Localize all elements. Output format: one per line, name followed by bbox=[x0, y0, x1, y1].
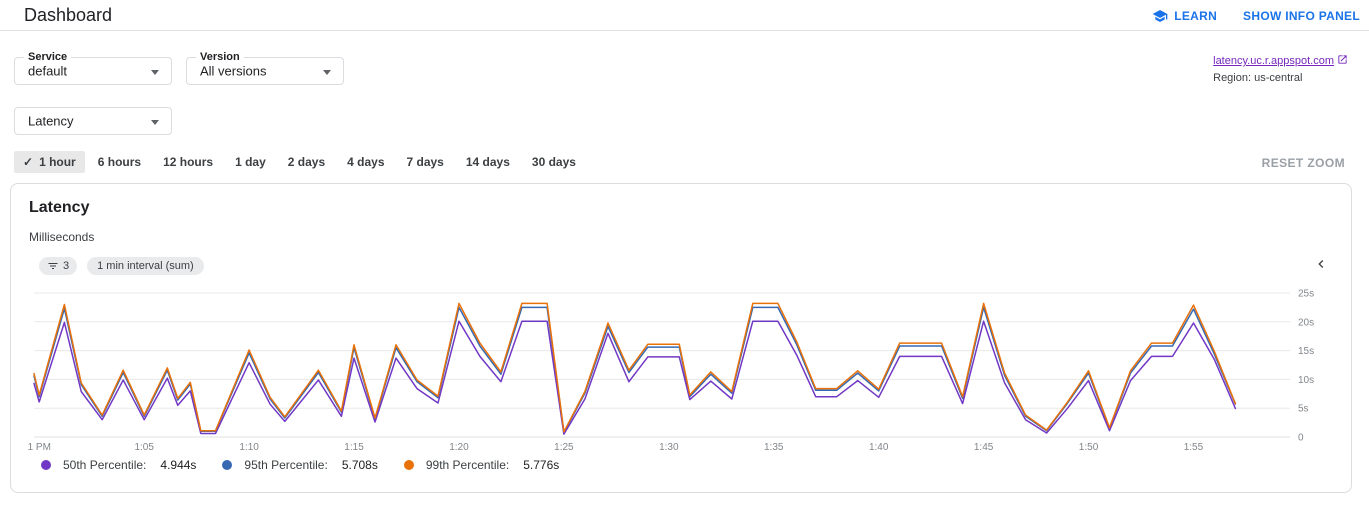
time-range-label: 7 days bbox=[406, 155, 444, 169]
series-line-95th-percentile bbox=[33, 306, 1237, 434]
legend-dot bbox=[403, 460, 414, 470]
time-range-label: 1 day bbox=[235, 155, 266, 169]
legend-item-95th-percentile[interactable]: 95th Percentile: 5.708s bbox=[222, 458, 378, 472]
x-axis-label: 1:10 bbox=[239, 442, 259, 453]
x-axis-label: 1:25 bbox=[554, 442, 574, 453]
y-axis-label: 5s bbox=[1298, 404, 1309, 415]
latency-chart-card: Latency Milliseconds 3 1 min interval (s… bbox=[10, 183, 1352, 493]
app-url-link[interactable]: latency.uc.r.appspot.com bbox=[1213, 55, 1334, 67]
y-axis-label: 20s bbox=[1298, 317, 1314, 328]
chevron-down-icon bbox=[151, 70, 159, 75]
interval-chip-label: 1 min interval (sum) bbox=[97, 260, 194, 272]
reset-zoom-button[interactable]: RESET ZOOM bbox=[1261, 156, 1345, 170]
time-range-button-6-hours[interactable]: 6 hours bbox=[89, 151, 150, 173]
legend-item-99th-percentile[interactable]: 99th Percentile: 5.776s bbox=[403, 458, 560, 472]
show-info-panel-button[interactable]: SHOW INFO PANEL bbox=[1243, 9, 1360, 23]
chevron-left-icon bbox=[1318, 260, 1324, 268]
time-range-button-1-hour[interactable]: ✓ 1 hour bbox=[14, 151, 85, 173]
service-select-value: default bbox=[28, 63, 68, 79]
time-range-button-2-days[interactable]: 2 days bbox=[279, 151, 334, 173]
time-range-label: 1 hour bbox=[39, 155, 76, 169]
top-app-bar: Dashboard LEARN SHOW INFO PANEL bbox=[0, 0, 1369, 31]
time-range-tabs: ✓ 1 hour 6 hours 12 hours 1 day 2 days 4 days 7… bbox=[14, 151, 585, 173]
graduation-cap-icon bbox=[1152, 8, 1168, 24]
x-axis-label: 1:05 bbox=[134, 442, 154, 453]
check-icon: ✓ bbox=[23, 155, 34, 169]
legend-dot bbox=[41, 460, 51, 470]
time-range-label: 12 hours bbox=[163, 155, 214, 169]
chart-title: Latency bbox=[29, 199, 90, 216]
metric-select-value: Latency bbox=[28, 113, 74, 129]
version-select-value: All versions bbox=[200, 63, 267, 79]
service-select-label: Service bbox=[24, 51, 72, 63]
time-range-button-7-days[interactable]: 7 days bbox=[398, 151, 453, 173]
page-title: Dashboard bbox=[24, 5, 113, 25]
chart-unit-label: Milliseconds bbox=[29, 230, 95, 244]
filter-list-icon bbox=[47, 260, 59, 272]
x-axis-label: 1:20 bbox=[449, 442, 469, 453]
y-axis-label: 15s bbox=[1298, 346, 1314, 357]
time-range-label: 6 hours bbox=[97, 155, 142, 169]
y-axis-label: 0 bbox=[1298, 433, 1304, 444]
learn-button-label: LEARN bbox=[1174, 8, 1218, 23]
interval-chip[interactable]: 1 min interval (sum) bbox=[87, 257, 204, 275]
time-range-label: 2 days bbox=[287, 155, 326, 169]
time-range-button-12-hours[interactable]: 12 hours bbox=[154, 151, 222, 173]
legend-dot bbox=[222, 460, 233, 470]
legend-label: 95th Percentile: bbox=[244, 458, 328, 472]
legend-label: 99th Percentile: bbox=[425, 458, 510, 472]
chevron-down-icon bbox=[151, 120, 159, 125]
app-info: latency.uc.r.appspot.com Region: us-cent… bbox=[1213, 52, 1348, 84]
legend-label: 50th Percentile: bbox=[63, 458, 147, 472]
series-line-50th-percentile bbox=[33, 320, 1237, 435]
x-axis-label: 1 PM bbox=[28, 442, 51, 453]
chevron-down-icon bbox=[323, 70, 331, 75]
time-range-button-30-days[interactable]: 30 days bbox=[523, 151, 585, 173]
x-axis-label: 1:30 bbox=[659, 442, 679, 453]
legend-value: 5.776s bbox=[523, 458, 560, 472]
x-axis-label: 1:50 bbox=[1079, 442, 1099, 453]
x-axis-label: 1:15 bbox=[344, 442, 364, 453]
time-range-label: 30 days bbox=[531, 155, 576, 169]
time-range-button-1-day[interactable]: 1 day bbox=[226, 151, 275, 173]
chart-legend: 50th Percentile: 4.944s 95th Percentile: 5.… bbox=[41, 458, 559, 472]
filter-chip-count: 3 bbox=[63, 260, 70, 272]
header-actions: LEARN SHOW INFO PANEL bbox=[1152, 0, 1360, 31]
legend-value: 4.944s bbox=[160, 458, 197, 472]
time-range-button-4-days[interactable]: 4 days bbox=[338, 151, 393, 173]
version-select[interactable]: Version All versions bbox=[186, 51, 344, 85]
external-link-icon bbox=[1337, 52, 1348, 70]
filter-chip[interactable]: 3 bbox=[39, 257, 78, 275]
chart-chips: 3 1 min interval (sum) bbox=[39, 257, 204, 275]
time-range-button-14-days[interactable]: 14 days bbox=[457, 151, 519, 173]
x-axis-label: 1:55 bbox=[1184, 442, 1204, 453]
latency-chart[interactable]: 0 5s 10s 15s 20s 25s 1 PM 1:05 1:10 1:15 1:20 1:25 1… bbox=[11, 284, 1351, 459]
service-select[interactable]: Service default bbox=[14, 51, 172, 85]
time-range-label: 4 days bbox=[347, 155, 385, 169]
version-select-label: Version bbox=[196, 51, 244, 63]
time-range-label: 14 days bbox=[465, 155, 510, 169]
legend-value: 5.708s bbox=[341, 458, 378, 472]
collapse-panel-button[interactable] bbox=[1313, 256, 1329, 272]
series-line-99th-percentile bbox=[33, 302, 1237, 433]
metric-select[interactable]: Latency bbox=[14, 107, 172, 135]
y-axis-label: 25s bbox=[1298, 289, 1314, 300]
x-axis-label: 1:35 bbox=[764, 442, 784, 453]
y-axis-label: 10s bbox=[1298, 375, 1314, 386]
x-axis-label: 1:45 bbox=[974, 442, 994, 453]
legend-item-50th-percentile[interactable]: 50th Percentile: 4.944s bbox=[41, 458, 196, 472]
learn-button[interactable]: LEARN bbox=[1152, 8, 1217, 24]
show-info-panel-label: SHOW INFO PANEL bbox=[1243, 8, 1360, 23]
region-label: Region: us-central bbox=[1213, 72, 1303, 84]
x-axis-label: 1:40 bbox=[869, 442, 889, 453]
